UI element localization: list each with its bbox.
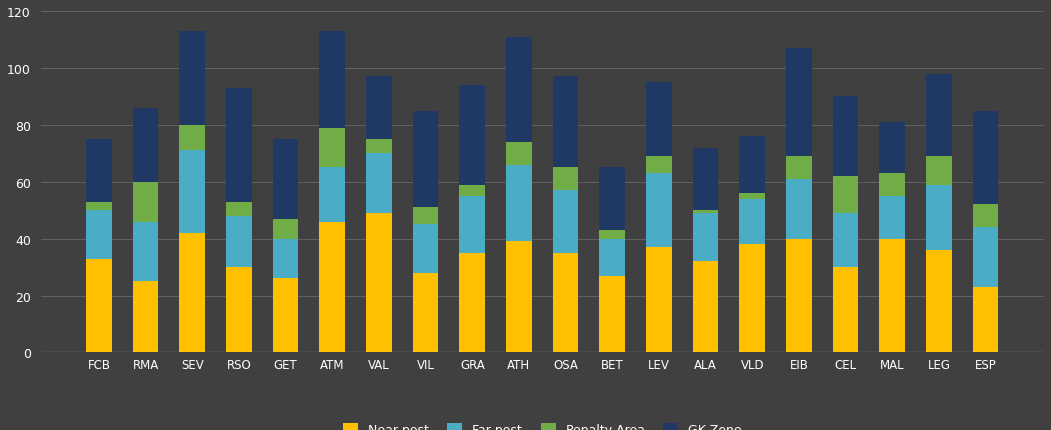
Bar	[132, 182, 159, 222]
Bar	[226, 267, 252, 353]
Bar	[973, 287, 998, 353]
Bar	[413, 111, 438, 208]
Bar	[786, 179, 811, 239]
Bar	[646, 174, 672, 248]
Bar	[132, 108, 159, 182]
Bar	[646, 157, 672, 174]
Bar	[832, 97, 859, 177]
Bar	[320, 168, 345, 222]
Bar	[180, 233, 205, 353]
Bar	[599, 239, 625, 276]
Bar	[973, 227, 998, 287]
Bar	[507, 165, 532, 242]
Bar	[459, 185, 486, 197]
Bar	[832, 267, 859, 353]
Bar	[320, 32, 345, 128]
Bar	[86, 211, 111, 259]
Bar	[880, 197, 905, 239]
Bar	[273, 279, 298, 353]
Bar	[553, 253, 578, 353]
Bar	[366, 140, 392, 154]
Bar	[740, 245, 765, 353]
Bar	[880, 239, 905, 353]
Bar	[740, 199, 765, 245]
Bar	[226, 89, 252, 202]
Bar	[926, 250, 952, 353]
Bar	[553, 77, 578, 168]
Bar	[693, 213, 719, 262]
Legend: Near post, Far post, Penalty Area, GK Zone: Near post, Far post, Penalty Area, GK Zo…	[336, 416, 748, 430]
Bar	[459, 253, 486, 353]
Bar	[646, 83, 672, 157]
Bar	[226, 202, 252, 216]
Bar	[320, 128, 345, 168]
Bar	[507, 142, 532, 165]
Bar	[180, 151, 205, 233]
Bar	[599, 230, 625, 239]
Bar	[86, 259, 111, 353]
Bar	[86, 140, 111, 202]
Bar	[413, 225, 438, 273]
Bar	[926, 157, 952, 185]
Bar	[832, 213, 859, 267]
Bar	[926, 74, 952, 157]
Bar	[599, 276, 625, 353]
Bar	[132, 222, 159, 282]
Bar	[693, 262, 719, 353]
Bar	[132, 282, 159, 353]
Bar	[646, 248, 672, 353]
Bar	[973, 205, 998, 227]
Bar	[366, 213, 392, 353]
Bar	[180, 32, 205, 126]
Bar	[459, 86, 486, 185]
Bar	[507, 37, 532, 142]
Bar	[740, 137, 765, 194]
Bar	[366, 154, 392, 213]
Bar	[599, 168, 625, 230]
Bar	[553, 168, 578, 191]
Bar	[786, 49, 811, 157]
Bar	[507, 242, 532, 353]
Bar	[413, 273, 438, 353]
Bar	[880, 174, 905, 197]
Bar	[693, 148, 719, 211]
Bar	[273, 140, 298, 219]
Bar	[366, 77, 392, 140]
Bar	[413, 208, 438, 225]
Bar	[320, 222, 345, 353]
Bar	[832, 177, 859, 213]
Bar	[973, 111, 998, 205]
Bar	[86, 202, 111, 211]
Bar	[180, 126, 205, 151]
Bar	[786, 157, 811, 179]
Bar	[740, 194, 765, 199]
Bar	[553, 191, 578, 253]
Bar	[459, 197, 486, 253]
Bar	[926, 185, 952, 250]
Bar	[693, 211, 719, 213]
Bar	[226, 216, 252, 267]
Bar	[880, 123, 905, 174]
Bar	[273, 239, 298, 279]
Bar	[786, 239, 811, 353]
Bar	[273, 219, 298, 239]
